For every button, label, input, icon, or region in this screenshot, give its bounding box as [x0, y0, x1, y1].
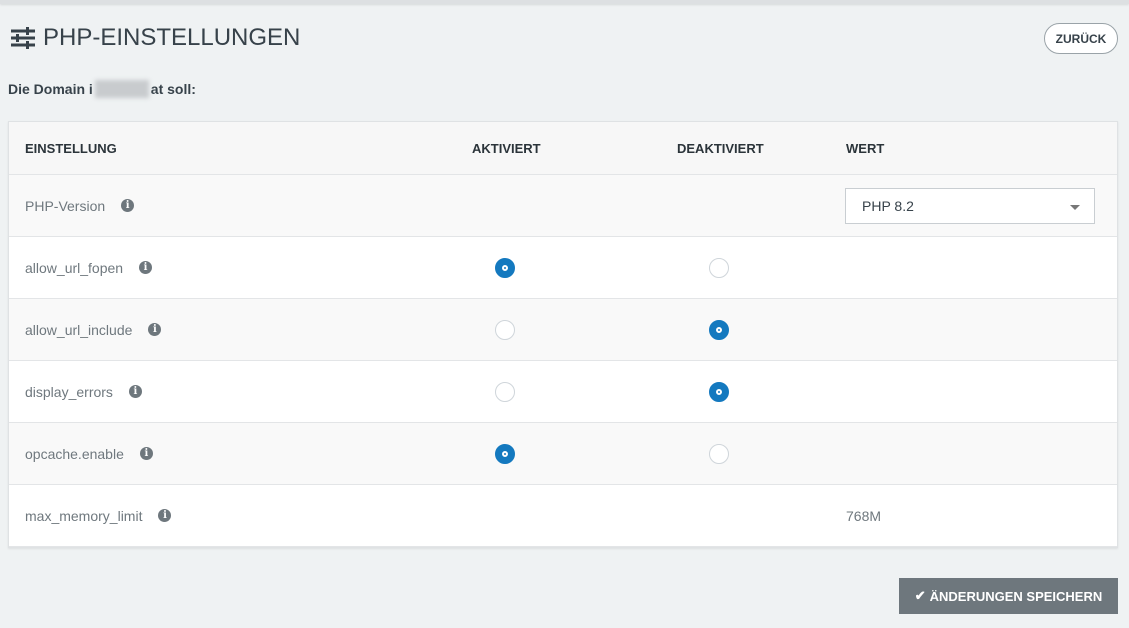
setting-name: display_errors	[25, 383, 113, 400]
setting-name: allow_url_fopen	[25, 259, 124, 276]
radio-enabled[interactable]	[495, 257, 515, 278]
setting-value: 768M	[846, 507, 882, 524]
chevron-down-icon	[1070, 204, 1080, 210]
top-bar	[0, 0, 1129, 4]
setting-name: opcache.enable	[25, 445, 124, 462]
redacted-domain	[94, 80, 149, 98]
domain-suffix: at soll:	[150, 81, 196, 97]
header-setting: EINSTELLUNG	[25, 140, 117, 156]
table-row: opcache.enable i	[9, 423, 1117, 485]
save-changes-button[interactable]: ✔ ÄNDERUNGEN SPEICHERN	[899, 578, 1118, 614]
setting-label: opcache.enable i	[25, 446, 153, 462]
setting-name: PHP-Version	[25, 197, 106, 214]
table-row: allow_url_include i	[9, 299, 1117, 361]
info-icon[interactable]: i	[139, 447, 153, 460]
radio-disabled[interactable]	[709, 443, 729, 464]
radio-enabled[interactable]	[495, 381, 515, 402]
radio-disabled[interactable]	[709, 381, 729, 402]
setting-label: PHP-Version i	[25, 197, 135, 214]
php-version-select[interactable]: PHP 8.2	[845, 187, 1095, 224]
info-icon[interactable]: i	[158, 509, 172, 522]
table-row: allow_url_fopen i	[9, 237, 1117, 299]
table-row: max_memory_limit i 768M	[9, 485, 1117, 547]
setting-label: allow_url_fopen i	[25, 259, 153, 276]
setting-label: max_memory_limit i	[25, 507, 172, 524]
info-icon[interactable]: i	[148, 323, 162, 336]
settings-table: EINSTELLUNG AKTIVIERT DEAKTIVIERT WERT P…	[8, 121, 1118, 548]
domain-prefix: Die Domain i	[8, 81, 93, 97]
radio-enabled[interactable]	[495, 319, 515, 340]
table-row: PHP-Version i PHP 8.2	[9, 175, 1117, 237]
setting-name: max_memory_limit	[25, 507, 143, 524]
save-label: ÄNDERUNGEN SPEICHERN	[929, 588, 1103, 604]
setting-label: display_errors i	[25, 384, 142, 400]
select-value: PHP 8.2	[862, 197, 914, 214]
header-value: WERT	[846, 140, 885, 156]
radio-disabled[interactable]	[709, 319, 729, 340]
info-icon[interactable]: i	[128, 385, 142, 398]
page-title: PHP-EINSTELLUNGEN	[11, 24, 300, 52]
setting-label: allow_url_include i	[25, 321, 162, 338]
radio-disabled[interactable]	[709, 257, 729, 278]
setting-name: allow_url_include	[25, 321, 133, 338]
page-title-text: PHP-EINSTELLUNGEN	[43, 24, 301, 51]
sliders-icon	[11, 27, 35, 49]
header-disabled: DEAKTIVIERT	[677, 140, 764, 156]
info-icon[interactable]: i	[121, 199, 135, 212]
check-icon: ✔	[914, 588, 926, 603]
info-icon[interactable]: i	[139, 261, 153, 274]
radio-enabled[interactable]	[495, 443, 515, 464]
back-button[interactable]: ZURÜCK	[1044, 23, 1118, 54]
header-enabled: AKTIVIERT	[472, 140, 541, 156]
domain-text: Die Domain i at soll:	[8, 80, 196, 98]
table-header: EINSTELLUNG AKTIVIERT DEAKTIVIERT WERT	[9, 122, 1117, 175]
table-row: display_errors i	[9, 361, 1117, 423]
